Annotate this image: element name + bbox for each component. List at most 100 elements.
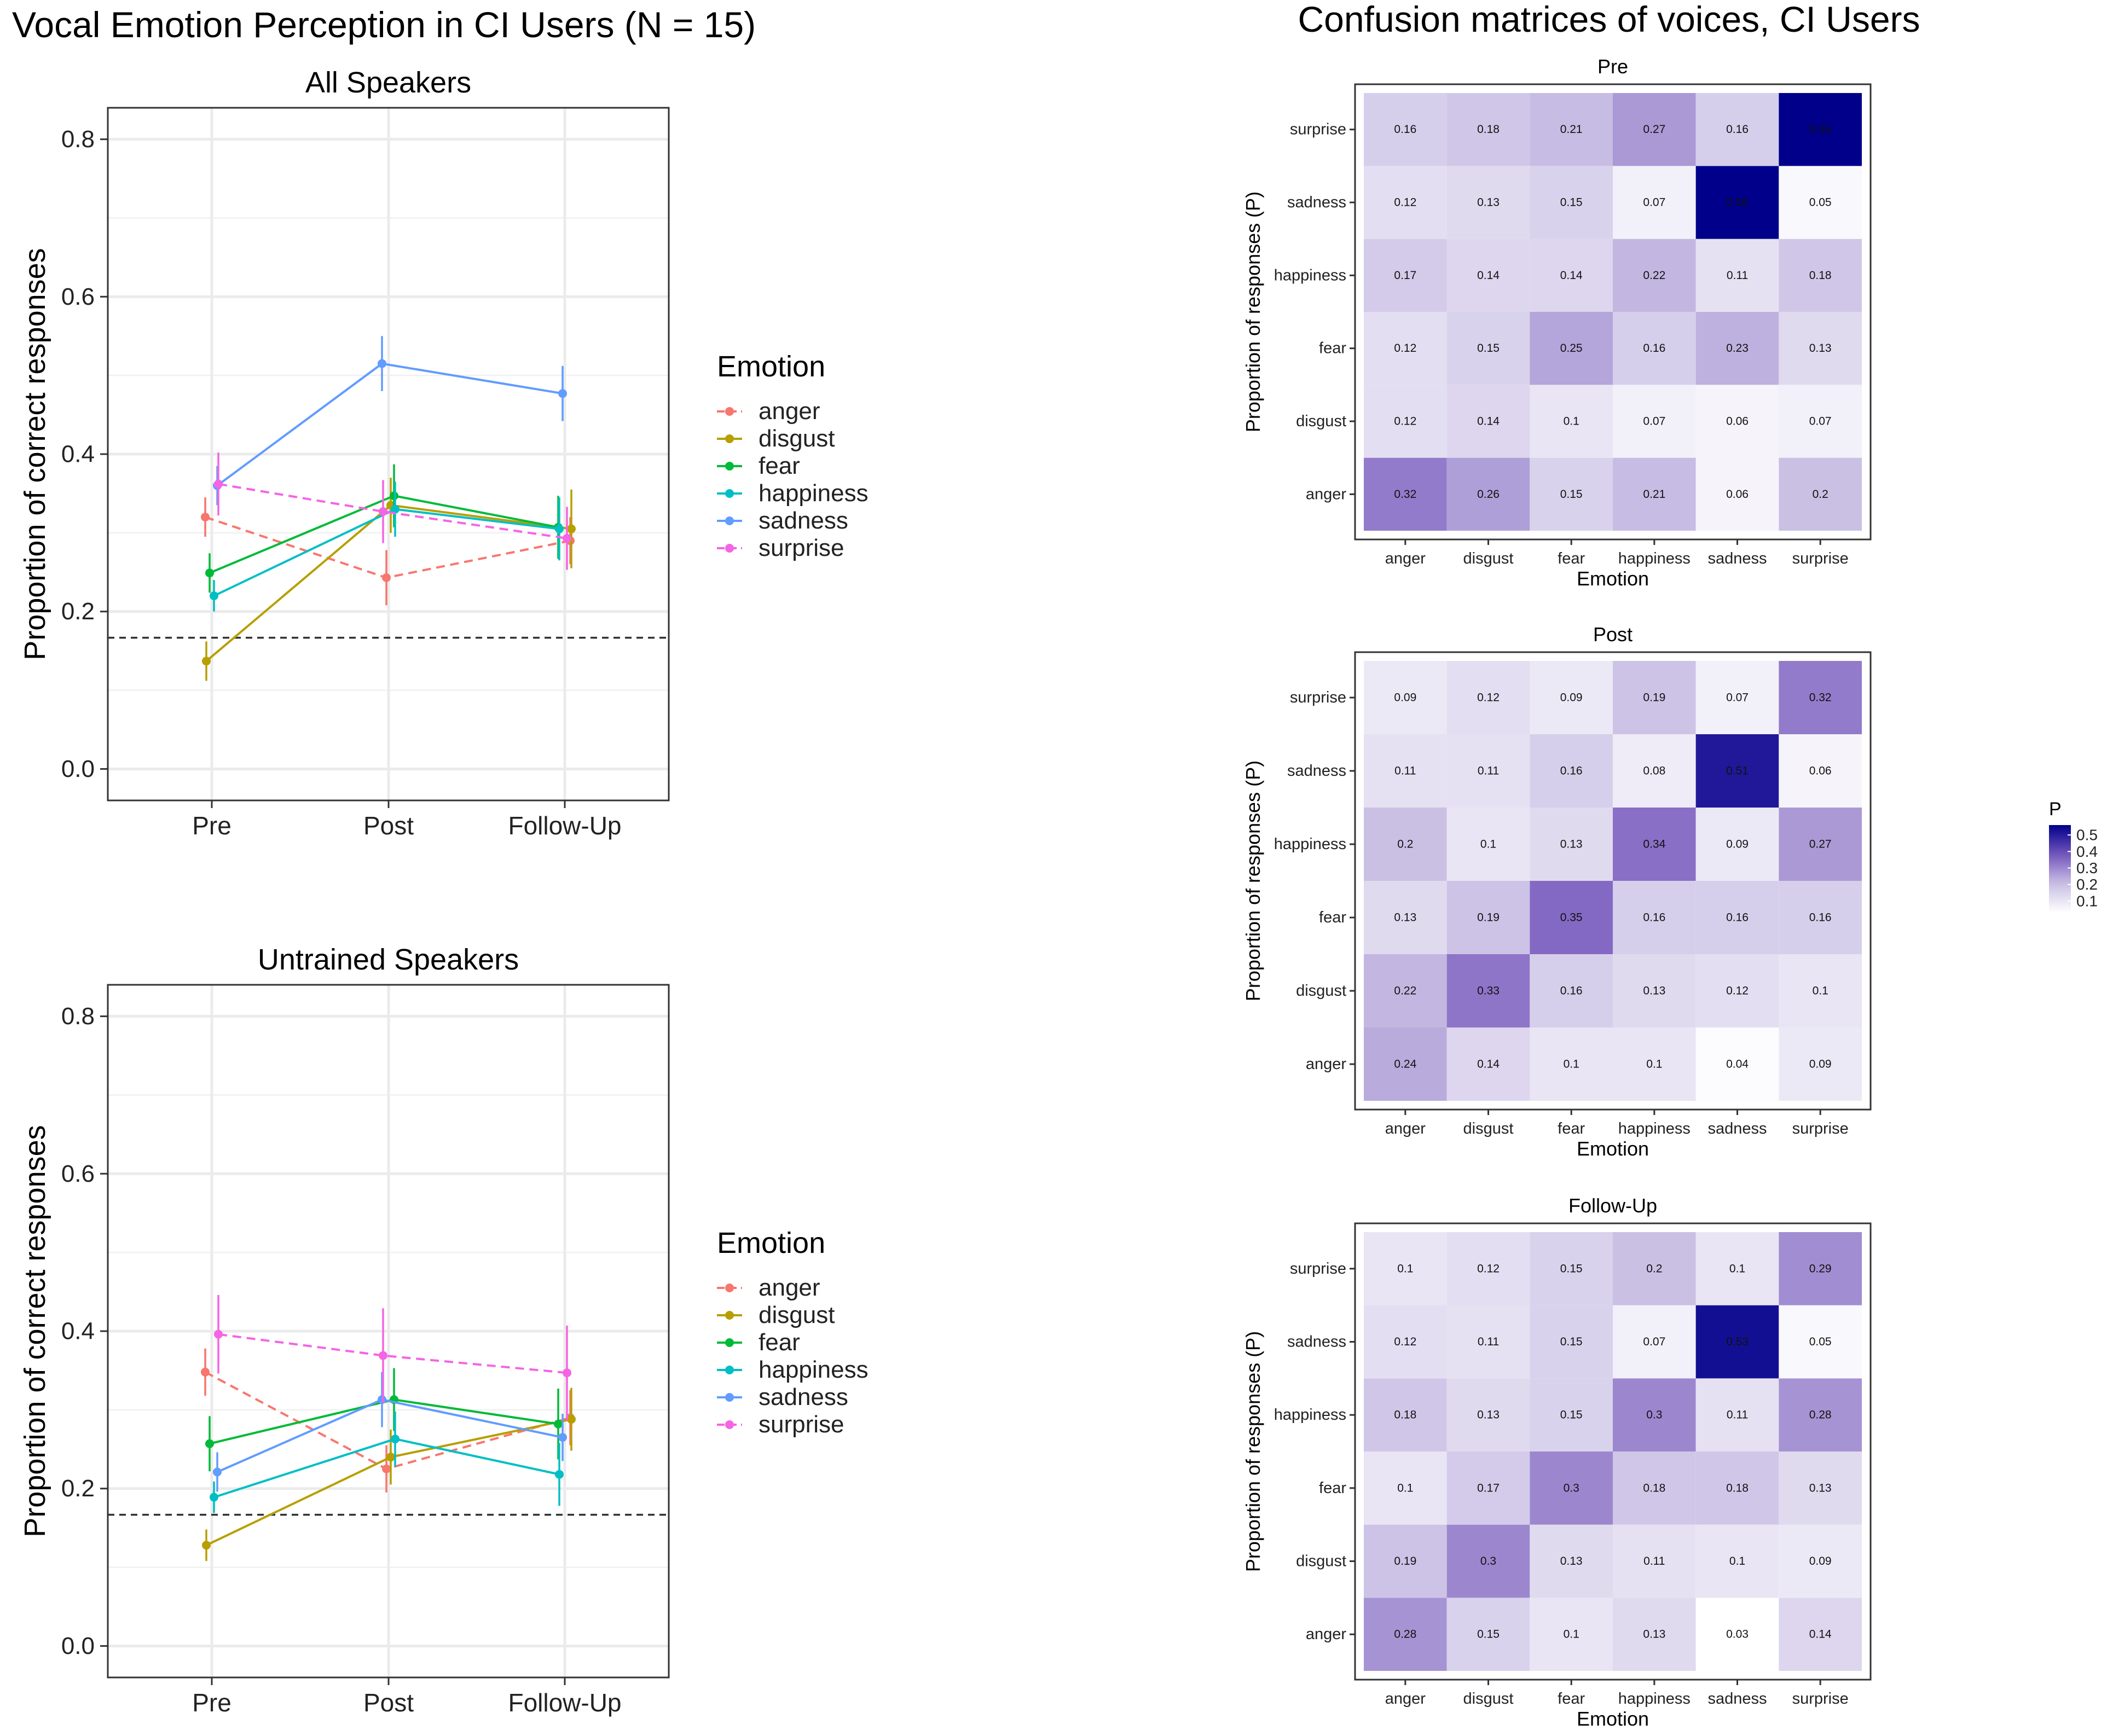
cell-label: 0.09 [1809,1555,1832,1567]
x-tick-label: disgust [1463,1690,1514,1708]
legend-key-point-surprise [725,1420,734,1429]
cell-label: 0.12 [1394,342,1416,355]
x-tick-label: fear [1558,550,1585,567]
heatmap-cell [1530,1027,1613,1101]
heatmap-cell [1530,385,1613,458]
legend-label-disgust: disgust [759,425,835,452]
heatmap-cell [1530,734,1613,808]
colorbar-bar [2049,825,2071,913]
legend-label-sadness: sadness [759,1384,848,1410]
legend-key-point-surprise [725,544,734,553]
cell-label: 0.1 [1564,415,1579,428]
heatmap-cell [1530,1232,1613,1305]
cell-label: 0.19 [1394,1555,1416,1567]
cell-label: 0.18 [1809,269,1832,282]
colorbar-tick-label: 0.3 [2076,860,2098,876]
cell-label: 0.17 [1477,1482,1500,1494]
x-tick-label: anger [1385,1690,1426,1708]
cell-label: 0.1 [1397,1482,1413,1494]
cell-label: 0.2 [1646,1262,1662,1275]
heatmap-cell [1779,1451,1862,1525]
heatmap-pre: 0.32 0.26 0.15 0.21 0.06 0.2 0.12 0.14 0.1 0.07 0.… [1242,55,1872,590]
heatmap-cell [1779,457,1862,531]
heatmap-cell [1695,1027,1779,1101]
cell-label: 0.09 [1394,692,1416,704]
cell-label: 0.04 [1726,1058,1749,1071]
data-point-anger [201,1367,210,1377]
cell-label: 0.12 [1394,1336,1416,1348]
cell-label: 0.12 [1726,985,1749,997]
heatmap-cell [1779,312,1862,385]
cell-label: 0.05 [1809,196,1832,209]
cell-label: 0.11 [1478,765,1499,777]
x-tick-label: happiness [1618,550,1691,567]
cell-label: 0.06 [1809,765,1832,777]
panel-title: Untrained Speakers [258,943,519,976]
cell-label: 0.13 [1560,838,1583,851]
heatmap-cell [1613,385,1696,458]
legend-key-point-happiness [725,489,734,498]
heatmap-cell [1530,166,1613,239]
data-point-surprise [214,1329,223,1339]
heatmap-cell [1695,1378,1779,1451]
heatmap-cell [1779,1027,1862,1101]
heatmap-follow-up: 0.28 0.15 0.1 0.13 0.03 0.14 0.19 0.3 0.13 0.11 0.… [1242,1194,1872,1730]
heatmap-cell [1613,1027,1696,1101]
heatmap-cell [1446,1598,1530,1671]
panel-title: Post [1593,623,1633,646]
heatmap-cell [1695,312,1779,385]
cell-label: 0.15 [1560,1262,1583,1275]
cell-label: 0.03 [1726,1628,1749,1641]
heatmap-cell [1779,239,1862,312]
colorbar-tick-label: 0.2 [2076,876,2098,893]
x-tick-label: Pre [192,811,231,840]
cell-label: 0.11 [1394,765,1416,777]
heatmap-cell [1695,881,1779,954]
cell-label: 0.15 [1477,342,1500,355]
figure-title-left: Vocal Emotion Perception in CI Users (N … [12,4,756,45]
data-point-disgust [567,524,576,533]
cell-label: 0.12 [1477,692,1500,704]
y-tick-label: 0.0 [61,1633,95,1659]
heatmap-cell [1779,1598,1862,1671]
heatmap-cell [1530,881,1613,954]
cell-label: 0.13 [1643,985,1665,997]
cell-label: 0.08 [1643,765,1665,777]
heatmap-cell [1446,808,1530,881]
y-tick-label: fear [1319,909,1346,926]
y-tick-label: 0.6 [61,283,95,310]
heatmap-cell [1779,93,1862,166]
cell-label: 0.1 [1729,1262,1745,1275]
x-tick-label: Pre [192,1688,231,1717]
y-tick-label: anger [1306,485,1347,503]
data-point-surprise [563,533,571,543]
heatmap-cell [1779,734,1862,808]
x-tick-label: sadness [1707,1690,1767,1708]
heatmap-cell [1364,1305,1447,1379]
panel-border [1354,1222,1872,1681]
x-tick-label: surprise [1792,1690,1849,1708]
heatmap-cell [1530,1378,1613,1451]
cell-label: 0.18 [1477,123,1500,136]
heatmap-cell [1446,1232,1530,1305]
y-tick-label: 0.8 [61,126,95,153]
cell-label: 0.16 [1809,911,1832,924]
legend-key-point-happiness [725,1366,734,1374]
legend-key-point-sadness [725,516,734,525]
data-point-anger [382,1464,391,1473]
y-axis-title: Proportion of responses (P) [1242,1331,1264,1572]
cell-label: 0.09 [1809,1058,1832,1071]
data-point-happiness [391,504,400,514]
heatmap-cell [1446,661,1530,734]
heatmap-cell [1530,1305,1613,1379]
heatmap-cell [1530,661,1613,734]
cell-label: 0.13 [1477,1409,1500,1421]
heatmap-cell [1779,385,1862,458]
data-point-fear [390,491,398,501]
cell-label: 0.19 [1643,692,1665,704]
heatmap-cell [1364,954,1447,1027]
cell-label: 0.3 [1564,1482,1579,1494]
heatmap-cell [1446,734,1530,808]
cell-label: 0.06 [1726,488,1749,501]
x-tick-label: Post [363,1688,414,1717]
